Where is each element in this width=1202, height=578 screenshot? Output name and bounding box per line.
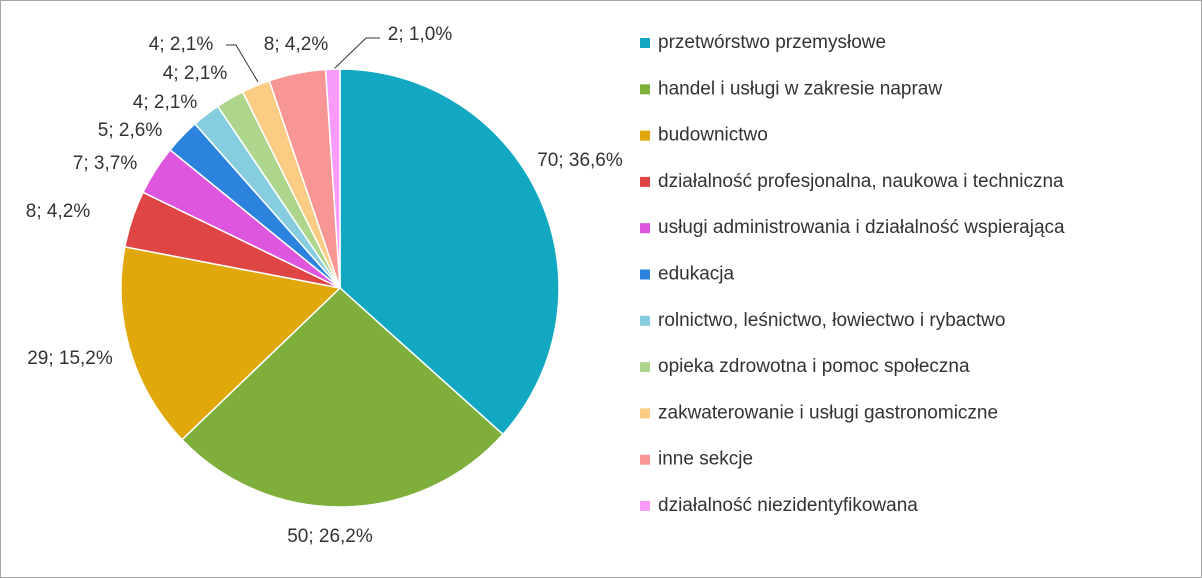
legend-swatch	[640, 269, 650, 280]
data-label: 4; 2,1%	[133, 92, 198, 113]
leader-line	[333, 37, 380, 70]
legend-swatch	[640, 176, 650, 187]
legend-label: handel i usługi w zakresie napraw	[658, 78, 942, 99]
legend-swatch	[640, 315, 650, 326]
data-label: 2; 1,0%	[388, 24, 453, 45]
legend-swatch	[640, 38, 650, 48]
legend-swatch	[640, 501, 650, 511]
legend-swatch	[640, 362, 650, 373]
data-label: 4; 2,1%	[163, 63, 228, 84]
legend-swatch	[640, 84, 650, 95]
legend-label: opieka zdrowotna i pomoc społeczna	[658, 356, 970, 377]
data-label: 4; 2,1%	[149, 34, 214, 55]
pie-slice	[120, 245, 342, 441]
pie-slice	[324, 68, 341, 289]
data-label: 70; 36,6%	[537, 150, 623, 171]
data-label: 8; 4,2%	[264, 34, 329, 55]
data-label: 8; 4,2%	[26, 201, 91, 222]
legend-label: inne sekcje	[658, 449, 753, 470]
legend-label: przetwórstwo przemysłowe	[658, 32, 886, 53]
legend-swatch	[640, 130, 650, 141]
legend-swatch	[640, 223, 650, 234]
legend-label: rolnictwo, leśnictwo, łowiectwo i rybact…	[658, 310, 1005, 331]
pie-slice	[339, 68, 560, 436]
legend-label: działalność profesjonalna, naukowa i tec…	[658, 171, 1064, 192]
data-label: 7; 3,7%	[73, 153, 138, 174]
legend-swatch	[640, 454, 650, 465]
data-label: 5; 2,6%	[98, 120, 163, 141]
data-label: 29; 15,2%	[27, 348, 113, 369]
pie-slice	[180, 286, 504, 508]
legend-label: działalność niezidentyfikowana	[658, 495, 918, 516]
legend-label: budownictwo	[658, 125, 768, 146]
leader-line	[226, 44, 259, 83]
legend-label: usługi administrowania i działalność wsp…	[658, 217, 1065, 238]
legend-swatch	[640, 408, 650, 419]
legend-label: zakwaterowanie i usługi gastronomiczne	[658, 402, 998, 423]
data-label: 50; 26,2%	[287, 526, 373, 547]
legend-label: edukacja	[658, 264, 734, 285]
